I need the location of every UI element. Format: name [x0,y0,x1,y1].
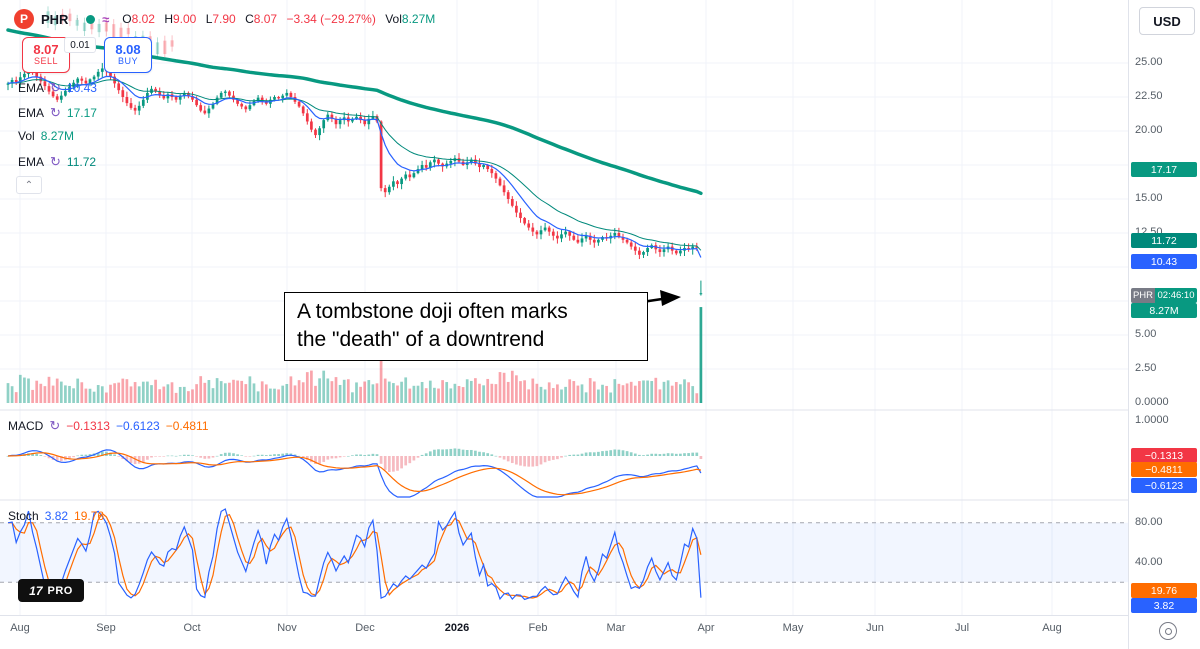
symbol-name[interactable]: PHR [41,11,69,27]
phreesia-logo-icon: P [14,9,34,29]
last-price-countdown-label: PHR 02:46:10 [1131,288,1197,303]
price-axis-tick: 0.0000 [1135,396,1169,408]
indicator-value: 17.17 [66,106,97,120]
loop-icon[interactable]: ↻ [49,418,61,433]
price-axis-value-label: 11.72 [1131,233,1197,248]
price-axis-tick: 1.0000 [1135,414,1169,426]
high-key: H [164,12,173,26]
price-axis-tick: 15.00 [1135,192,1163,204]
time-axis-label: Aug [10,622,30,634]
loop-icon[interactable]: ↻ [50,105,61,120]
price-axis-tick: 25.00 [1135,56,1163,68]
currency-button[interactable]: USD [1139,7,1195,35]
close-value: 8.07 [253,12,278,26]
low-key: L [205,12,213,26]
market-status-icon [86,14,96,24]
macd-signal-value: −0.4811 [165,419,209,433]
high-value: 9.00 [172,12,197,26]
time-axis-label: Feb [528,622,548,634]
time-axis-label: Aug [1042,622,1062,634]
time-axis-label: Oct [183,622,201,634]
stoch-d-value: 19.76 [74,509,105,523]
indicator-label: Vol [18,129,35,143]
price-axis-tick: 5.00 [1135,328,1157,340]
indicator-row-ema-fast[interactable]: EMA ↻ 10.43 [18,80,97,96]
indicator-row-volume[interactable]: Vol 8.27M [18,129,74,143]
indicator-label: EMA [18,106,45,120]
time-axis-label: Apr [697,622,715,634]
price-axis-value-label: −0.6123 [1131,478,1197,493]
stoch-label: Stoch [8,509,39,523]
stoch-k-value: 3.82 [44,509,69,523]
data-mode-icon: ≈ [102,11,110,27]
annotation-line1: A tombstone doji often marks [297,300,568,323]
price-axis-tick: 22.50 [1135,90,1163,102]
spread-value: 0.01 [64,37,96,53]
indicator-label: EMA [18,81,45,95]
price-axis-tick: 20.00 [1135,124,1163,136]
time-axis-label: 2026 [444,622,470,634]
time-axis-label: Sep [96,622,116,634]
price-axis-value-label: 8.27M [1131,303,1197,318]
price-axis-value-label: 17.17 [1131,162,1197,177]
symbol-legend[interactable]: P PHR · ≈ O8.02 H9.00 L7.90 C8.07 −3.34 … [14,7,435,31]
indicator-value: 8.27M [40,129,75,143]
time-axis-label: Mar [606,622,626,634]
countdown-time: 02:46:10 [1155,288,1197,303]
price-axis-tick: 40.00 [1135,556,1163,568]
time-axis-label: Jun [866,622,884,634]
time-axis-label: May [782,622,804,634]
price-axis-tick: 2.50 [1135,362,1157,374]
buy-label: BUY [117,56,138,67]
volume-value: 8.27M [401,12,436,26]
macd-hist-value: −0.1313 [66,419,110,433]
open-value: 8.02 [131,12,155,26]
annotation-callout: A tombstone doji often marks the "death"… [284,292,648,362]
price-axis-value-label: 19.76 [1131,583,1197,598]
close-key: C [245,12,254,26]
tradingview-pro-logo[interactable]: 17 PRO [18,579,84,602]
countdown-symbol: PHR [1131,288,1155,303]
indicator-label: EMA [18,155,45,169]
open-key: O [122,12,132,26]
price-axis-value-label: 10.43 [1131,254,1197,269]
loop-icon[interactable]: ↻ [50,154,61,169]
change-value: −3.34 (−29.27%) [286,12,376,26]
tradingview-mark-icon: 17 [29,583,43,598]
macd-line-value: −0.6123 [115,419,160,433]
price-axis-value-label: −0.4811 [1131,462,1197,477]
sell-label: SELL [33,56,59,67]
indicator-value: 11.72 [66,155,97,169]
indicator-value: 10.43 [66,81,97,95]
sell-price: 8.07 [33,41,59,57]
price-scale[interactable]: USD 25.00 22.50 20.00 15.00 12.50 5.00 2.50 0.0… [1128,0,1200,649]
low-value: 7.90 [212,12,236,26]
time-axis-label: Jul [954,622,970,634]
pro-badge: PRO [47,584,73,597]
buy-button[interactable]: 8.08 BUY [104,37,152,73]
collapse-legend-button[interactable]: ⌃ [16,176,42,194]
annotation-line2: the "death" of a downtrend [297,327,545,351]
sell-button[interactable]: 8.07 SELL [22,37,70,73]
macd-label: MACD [8,419,44,433]
time-axis-label: Dec [355,622,375,634]
chart-settings-icon[interactable] [1159,622,1177,640]
macd-legend[interactable]: MACD ↻ −0.1313 −0.6123 −0.4811 [8,418,209,434]
time-axis[interactable]: Aug Sep Oct Nov Dec 2026 Feb Mar Apr May Jun Jul Aug [0,615,1128,649]
time-axis-label: Nov [277,622,297,634]
loop-icon[interactable]: ↻ [50,80,61,95]
stoch-legend[interactable]: Stoch 3.82 19.76 [8,509,104,523]
indicator-row-ema-mid[interactable]: EMA ↻ 11.72 [18,154,96,170]
price-axis-value-label: 3.82 [1131,598,1197,613]
legend-separator: · [75,13,80,25]
indicator-row-ema-slow[interactable]: EMA ↻ 17.17 [18,105,97,121]
trade-widget: 8.07 SELL 8.08 BUY 0.01 [22,37,152,73]
buy-price: 8.08 [115,41,141,57]
price-axis-tick: 80.00 [1135,516,1163,528]
price-axis-value-label: −0.1313 [1131,448,1197,463]
volume-key: Vol [385,12,402,26]
